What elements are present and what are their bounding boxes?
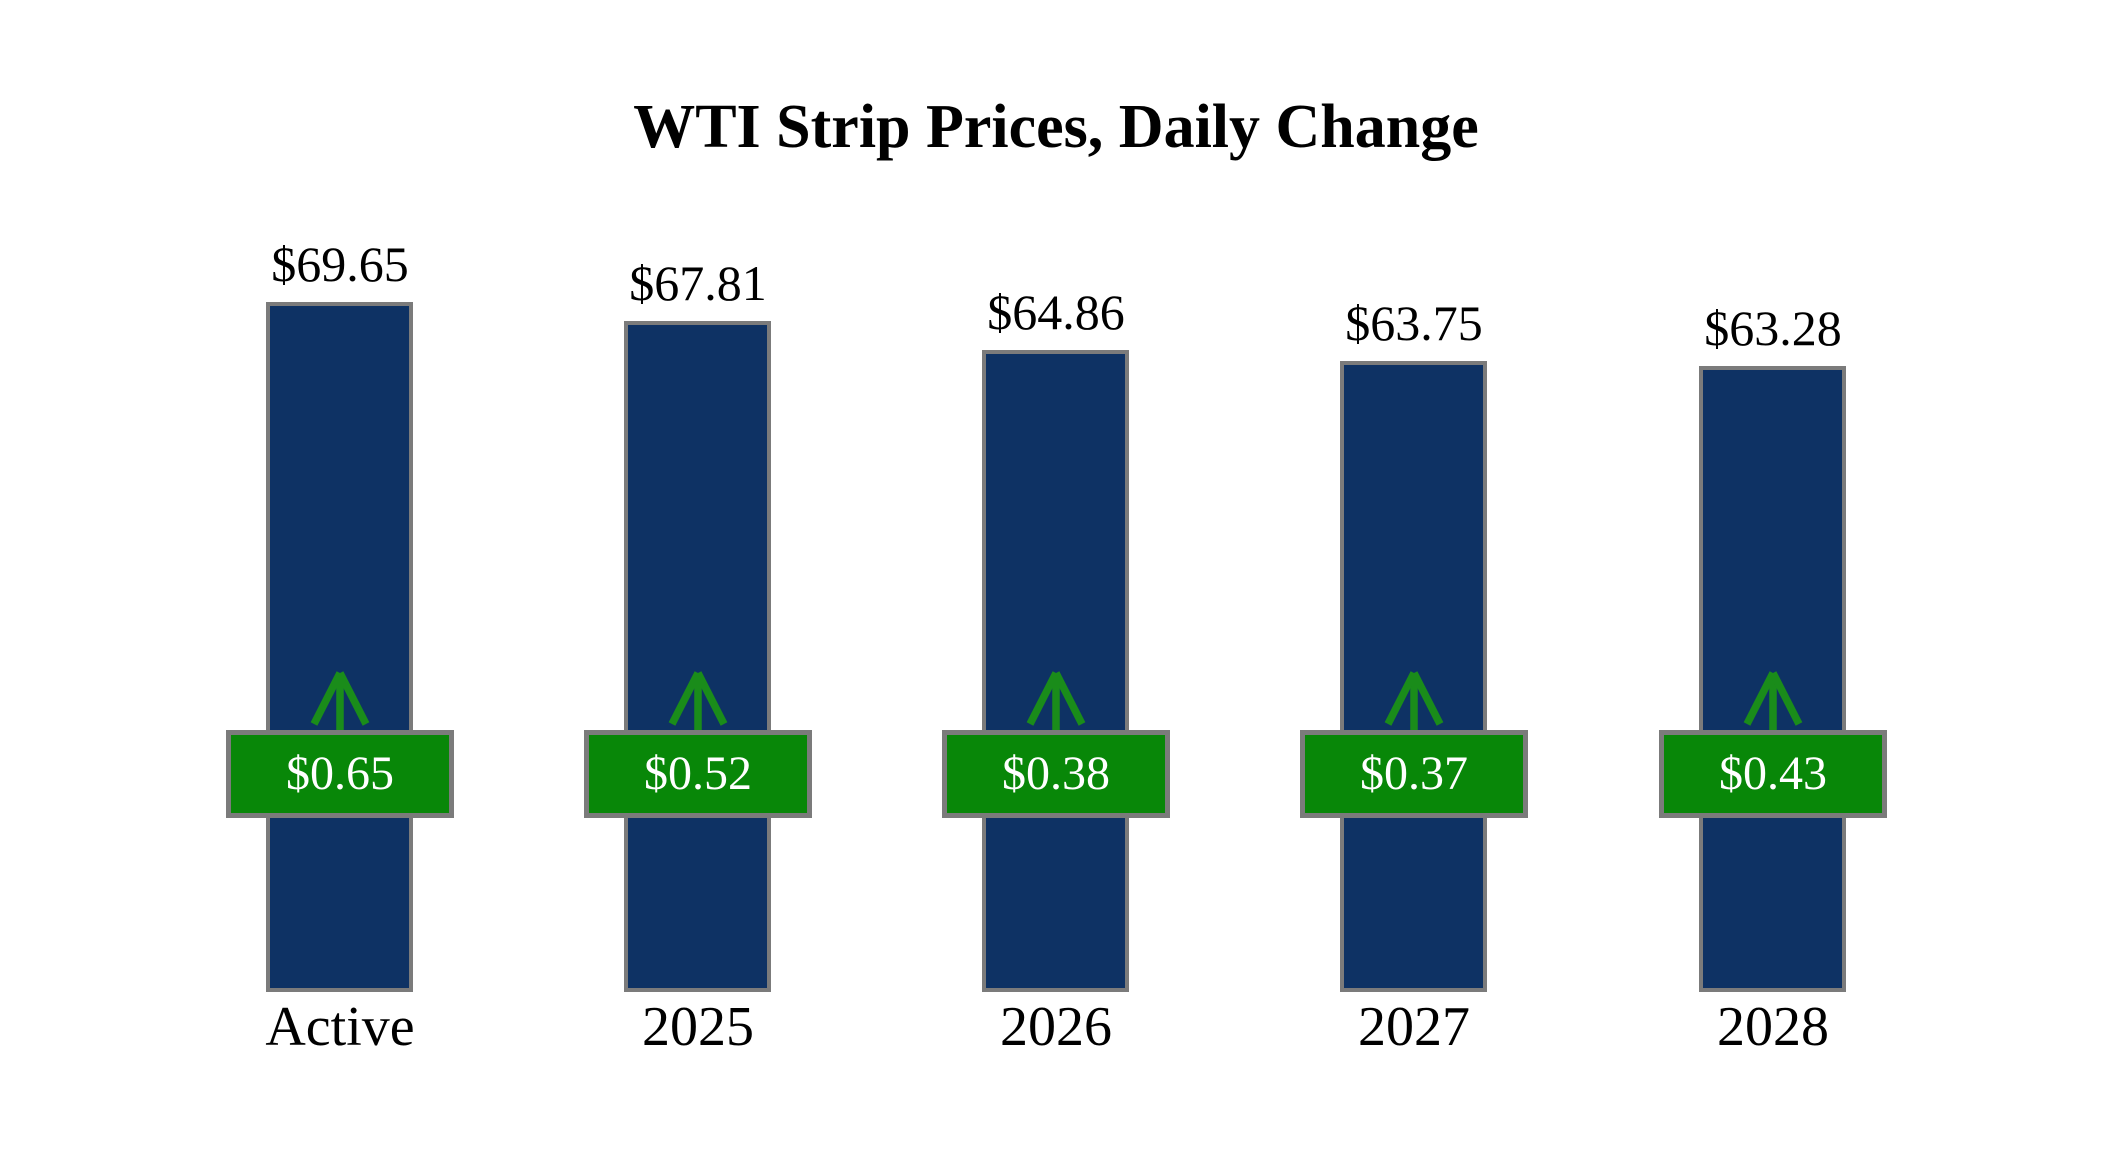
price-label: $69.65 [271, 236, 409, 293]
category-label: 2028 [1717, 996, 1829, 1058]
price-bar [624, 320, 771, 992]
price-bar [266, 302, 413, 992]
change-badge: $0.37 [1300, 730, 1528, 818]
up-arrow-icon [1743, 671, 1803, 732]
chart-title: WTI Strip Prices, Daily Change [633, 93, 1479, 161]
bar-column-2025: $67.81 $0.52 2025 [519, 0, 877, 1152]
change-label: $0.37 [1360, 747, 1468, 800]
bar-column-2027: $63.75 $0.37 2027 [1235, 0, 1593, 1152]
change-label: $0.65 [286, 747, 394, 800]
up-arrow-icon [310, 671, 370, 732]
up-arrow-icon [1026, 671, 1086, 732]
change-label: $0.38 [1002, 747, 1110, 800]
price-label: $63.28 [1704, 299, 1842, 356]
change-badge: $0.43 [1659, 730, 1887, 818]
bar-column-2028: $63.28 $0.43 2028 [1594, 0, 1952, 1152]
bar-column-active: $69.65 $0.65 Active [161, 0, 519, 1152]
bar-column-2026: $64.86 $0.38 2026 [877, 0, 1235, 1152]
category-label: Active [265, 996, 415, 1058]
category-label: 2027 [1358, 996, 1470, 1058]
up-arrow-icon [668, 671, 728, 732]
up-arrow-icon [1384, 671, 1444, 732]
price-label: $67.81 [629, 254, 767, 311]
change-badge: $0.65 [226, 730, 454, 818]
price-label: $64.86 [987, 283, 1125, 340]
change-label: $0.52 [644, 747, 752, 800]
category-label: 2025 [642, 996, 754, 1058]
price-bar [982, 349, 1129, 992]
category-label: 2026 [1000, 996, 1112, 1058]
price-label: $63.75 [1345, 294, 1483, 351]
change-label: $0.43 [1719, 747, 1827, 800]
change-badge: $0.38 [942, 730, 1170, 818]
change-badge: $0.52 [584, 730, 812, 818]
